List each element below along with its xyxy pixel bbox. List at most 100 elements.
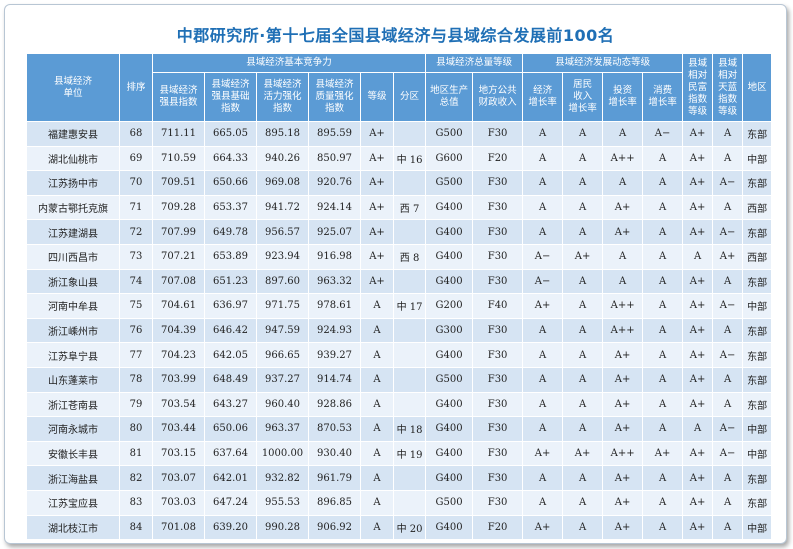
base-index-cell: 665.05 [204, 121, 257, 147]
table-row: 湖北枝江市 84 701.08 639.20 990.28 906.92 A 中 20 G400… [26, 514, 773, 541]
strong-index-cell: 701.08 [152, 514, 205, 541]
quality-index-cell: 870.53 [308, 416, 361, 442]
table-row: 山东蓬莱市 78 703.99 648.49 937.27 914.74 A G500 F30 A… [26, 366, 773, 393]
sky-grade-cell: A [712, 391, 744, 418]
sky-grade-cell: A [712, 121, 744, 147]
wealth-grade-cell: A+ [682, 342, 714, 368]
wealth-grade-cell: A+ [682, 440, 714, 467]
gdp-grade-cell: G400 [425, 465, 474, 491]
header-invest-growth: 投资 增长率 [602, 72, 644, 122]
grade-cell: A [360, 391, 394, 418]
gdp-grade-cell: G200 [425, 293, 474, 319]
county-name-cell: 河南永城市 [26, 416, 120, 442]
invest-growth-cell: A+ [602, 342, 644, 368]
table-row: 湖北仙桃市 69 710.59 664.33 940.26 850.97 A+ 中 16 G60… [26, 145, 773, 172]
table-row: 江苏建湖县 72 707.99 649.78 956.57 925.07 A+ G400 F30… [26, 219, 773, 245]
grade-cell: A+ [360, 194, 394, 221]
income-growth-cell: A [562, 145, 604, 172]
wealth-grade-cell: A+ [682, 489, 714, 516]
income-growth-cell: A [562, 391, 604, 418]
region-cell: 东部 [742, 268, 773, 295]
header-grade: 等级 [360, 72, 394, 122]
vitality-index-cell: 955.53 [256, 489, 309, 516]
sky-grade-cell: A− [712, 342, 744, 368]
base-index-cell: 650.66 [204, 170, 257, 196]
quality-index-cell: 896.85 [308, 489, 361, 516]
gdp-grade-cell: G400 [425, 391, 474, 418]
region-cell: 西部 [742, 243, 773, 270]
wealth-grade-cell: A [682, 416, 714, 442]
sky-grade-cell: A− [712, 170, 744, 196]
strong-index-cell: 703.54 [152, 391, 205, 418]
rank-cell: 77 [119, 342, 153, 368]
quality-index-cell: 924.93 [308, 317, 361, 344]
quality-index-cell: 925.07 [308, 219, 361, 245]
quality-index-cell: 961.79 [308, 465, 361, 491]
grade-cell: A [360, 465, 394, 491]
wealth-grade-cell: A [682, 243, 714, 270]
table-row: 内蒙古鄂托克旗 71 709.28 653.37 941.72 924.14 A+ 西 7 G4… [26, 194, 773, 221]
consume-growth-cell: A [642, 170, 684, 196]
subregion-cell [392, 219, 427, 245]
invest-growth-cell: A++ [602, 317, 644, 344]
wealth-grade-cell: A+ [682, 268, 714, 295]
region-cell: 东部 [742, 465, 773, 491]
grade-cell: A+ [360, 243, 394, 270]
income-growth-cell: A [562, 489, 604, 516]
wealth-grade-cell: A+ [682, 170, 714, 196]
grade-cell: A [360, 317, 394, 344]
gdp-grade-cell: G600 [425, 145, 474, 172]
econ-growth-cell: A [522, 366, 564, 393]
subregion-cell: 中 17 [392, 293, 427, 319]
econ-growth-cell: A− [522, 243, 564, 270]
econ-growth-cell: A [522, 121, 564, 147]
header-group-dynamic: 县域经济发展动态等级 [522, 53, 684, 73]
subregion-cell [392, 366, 427, 393]
fiscal-grade-cell: F30 [472, 243, 524, 270]
subregion-cell [392, 465, 427, 491]
vitality-index-cell: 971.75 [256, 293, 309, 319]
grade-cell: A [360, 366, 394, 393]
subregion-cell: 中 20 [392, 514, 427, 541]
region-cell: 东部 [742, 342, 773, 368]
subregion-cell [392, 121, 427, 147]
grade-cell: A+ [360, 121, 394, 147]
rank-cell: 83 [119, 489, 153, 516]
base-index-cell: 649.78 [204, 219, 257, 245]
strong-index-cell: 703.15 [152, 440, 205, 467]
region-cell: 东部 [742, 170, 773, 196]
gdp-grade-cell: G400 [425, 194, 474, 221]
income-growth-cell: A+ [562, 440, 604, 467]
fiscal-grade-cell: F30 [472, 170, 524, 196]
sky-grade-cell: A− [712, 293, 744, 319]
consume-growth-cell: A [642, 342, 684, 368]
rank-cell: 73 [119, 243, 153, 270]
sky-grade-cell: A [712, 317, 744, 344]
rank-cell: 69 [119, 145, 153, 172]
income-growth-cell: A [562, 342, 604, 368]
header-sky: 县域 相对 天蓝 指数 等级 [712, 53, 744, 122]
base-index-cell: 653.89 [204, 243, 257, 270]
table-row: 福建惠安县 68 711.11 665.05 895.18 895.59 A+ G500 F30… [26, 121, 773, 147]
header-fiscal: 地方公共 财政收入 [472, 72, 524, 122]
county-name-cell: 四川西昌市 [26, 243, 120, 270]
econ-growth-cell: A [522, 317, 564, 344]
region-cell: 东部 [742, 317, 773, 344]
county-name-cell: 浙江苍南县 [26, 391, 120, 418]
fiscal-grade-cell: F30 [472, 268, 524, 295]
sky-grade-cell: A [712, 489, 744, 516]
consume-growth-cell: A [642, 514, 684, 541]
econ-growth-cell: A+ [522, 440, 564, 467]
region-cell: 中部 [742, 416, 773, 442]
fiscal-grade-cell: F30 [472, 121, 524, 147]
vitality-index-cell: 960.40 [256, 391, 309, 418]
subregion-cell: 中 18 [392, 416, 427, 442]
invest-growth-cell: A+ [602, 194, 644, 221]
consume-growth-cell: A [642, 416, 684, 442]
county-name-cell: 山东蓬莱市 [26, 366, 120, 393]
subregion-cell [392, 170, 427, 196]
grade-cell: A [360, 342, 394, 368]
invest-growth-cell: A+ [602, 366, 644, 393]
invest-growth-cell: A [602, 268, 644, 295]
county-name-cell: 江苏阜宁县 [26, 342, 120, 368]
